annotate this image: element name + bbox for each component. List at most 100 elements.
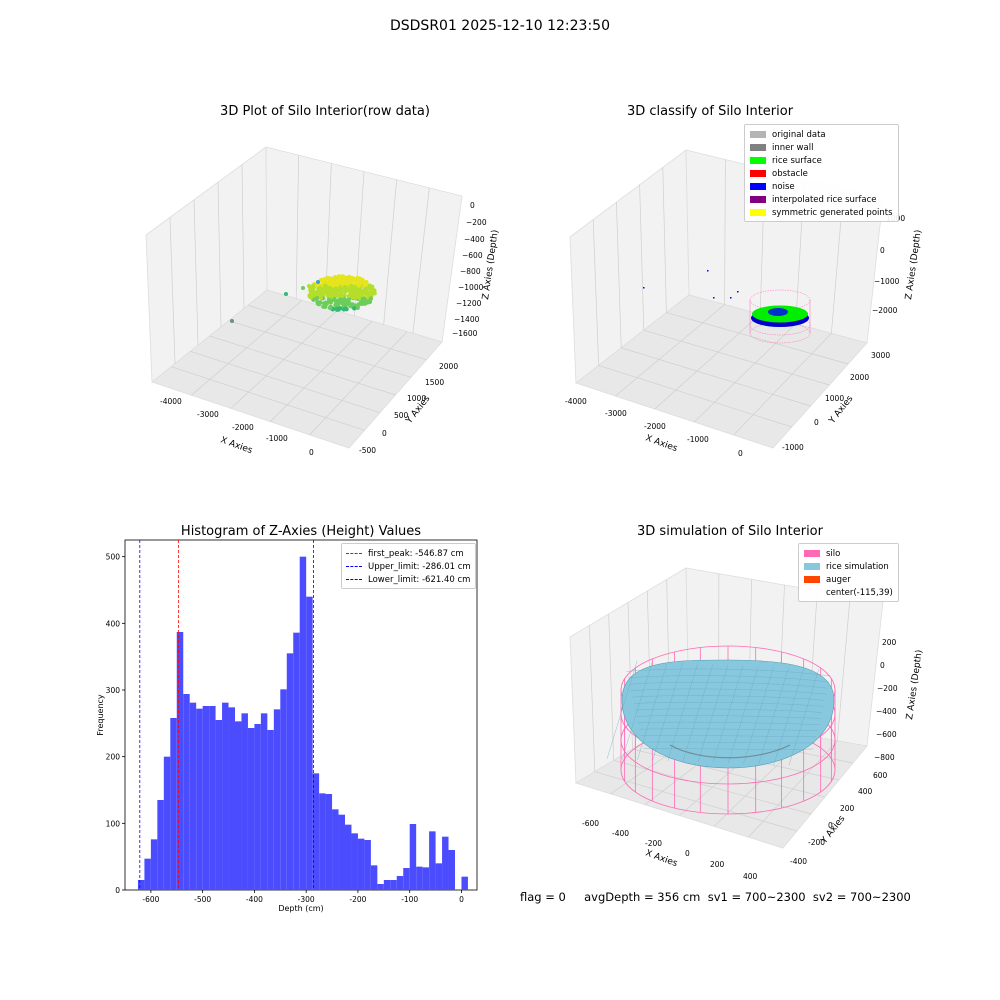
plot4-xlabel: X Axies — [644, 848, 679, 869]
legend-item: symmetric generated points — [750, 206, 893, 219]
plot4-xtick: -600 — [582, 819, 599, 828]
histogram-bar — [306, 596, 313, 890]
plot2-pane-floor — [575, 294, 868, 449]
histogram-bar — [241, 713, 248, 890]
histogram-bar — [247, 728, 255, 890]
legend-swatch — [750, 170, 766, 177]
legend-item: original data — [750, 128, 893, 141]
plot4-ytick: -200 — [808, 838, 825, 847]
plot4-xtick: 0 — [685, 849, 690, 858]
legend-swatch — [750, 209, 766, 216]
histogram-xtick: -100 — [401, 895, 418, 904]
plot4-xtick: 200 — [710, 860, 725, 869]
plot1-ztick: −1000 — [458, 283, 484, 292]
legend-label: silo — [826, 548, 841, 559]
histogram-bar — [299, 556, 307, 890]
legend-item: rice simulation — [804, 560, 893, 573]
histogram-bar — [215, 720, 223, 890]
legend-swatch — [804, 563, 820, 570]
plot2-legend: original data inner wall rice surface ob… — [744, 124, 899, 222]
plot2-ztick: −2000 — [872, 306, 898, 315]
plot2-ytick: 1000 — [825, 394, 844, 403]
plot4-zlabel: Z Axies (Depth) — [905, 649, 925, 720]
histogram-bar — [280, 689, 287, 890]
legend-label: inner wall — [772, 142, 814, 153]
legend-label: rice surface — [772, 155, 822, 166]
histogram-bar — [370, 865, 378, 890]
plot2-xtick: -4000 — [565, 397, 587, 406]
histogram-bar — [338, 814, 345, 890]
histogram-xtick: 0 — [459, 895, 464, 904]
legend-swatch — [804, 589, 820, 596]
plot4-xtick: -200 — [645, 839, 662, 848]
histogram-bar — [325, 794, 333, 890]
legend-label: original data — [772, 129, 826, 140]
legend-item: rice surface — [750, 154, 893, 167]
legend-label: Upper_limit: -286.01 cm — [368, 561, 471, 572]
legend-label: Lower_limit: -621.40 cm — [368, 574, 471, 585]
histogram-bar — [377, 884, 384, 890]
plot2-zlabel: Z Axies (Depth) — [904, 229, 924, 300]
histogram-bar — [137, 880, 145, 890]
histogram-bar — [163, 756, 171, 890]
histogram-bar — [209, 706, 216, 890]
plot2-xtick: -3000 — [605, 409, 627, 418]
plot2-ytick: -1000 — [782, 443, 804, 452]
plot4-ytick: 200 — [840, 804, 855, 813]
histogram-bar — [416, 866, 423, 890]
plot2-xtick: -2000 — [644, 422, 666, 431]
plot3-title: Histogram of Z-Axies (Height) Values — [180, 524, 422, 539]
histogram-bar — [422, 867, 430, 890]
legend-item: first_peak: -546.87 cm — [346, 547, 471, 560]
plot4-xtick: 400 — [743, 872, 758, 881]
histogram-bar — [150, 839, 158, 890]
plot4-title: 3D simulation of Silo Interior — [637, 524, 823, 539]
legend-item: silo — [804, 547, 893, 560]
legend-label: center(-115,39) — [826, 587, 893, 598]
plot2-xtick: 0 — [738, 449, 743, 458]
plot1-ztick: −400 — [464, 235, 485, 244]
histogram-bar — [189, 702, 197, 890]
plot2-ytick: 3000 — [871, 351, 890, 360]
plot4-xtick: -400 — [612, 829, 629, 838]
plot1-xtick: 0 — [309, 448, 314, 457]
plot4-ytick: 600 — [873, 771, 888, 780]
histogram-bar — [448, 850, 455, 890]
histogram-bar — [183, 694, 190, 890]
histogram-bar — [461, 876, 468, 890]
plot1-ztick: −1200 — [456, 299, 482, 308]
histogram-bar — [312, 773, 320, 890]
plot4-axes: -600 -400 -200 0 200 400 -400 -200 0 200… — [569, 567, 925, 881]
plot4-ytick: -400 — [790, 857, 807, 866]
plot3-axes: -600 -500 -400 -300 -200 -100 0 0 100 200 300 400 5… — [96, 539, 478, 913]
plot1-ztick: −600 — [462, 251, 483, 260]
plot2-xlabel: X Axies — [644, 433, 679, 454]
plot1-ytick: 500 — [394, 411, 409, 420]
histogram-bar — [254, 724, 261, 890]
plot1-xlabel: X Axies — [219, 435, 254, 456]
histogram-bar — [260, 713, 268, 890]
legend-swatch — [750, 196, 766, 203]
histogram-bar — [144, 858, 151, 890]
histogram-bar — [202, 706, 210, 890]
legend-label: first_peak: -546.87 cm — [368, 548, 464, 559]
legend-item: noise — [750, 180, 893, 193]
histogram-ytick: 500 — [106, 553, 121, 562]
histogram-bar — [345, 824, 352, 890]
histogram-bar — [332, 809, 339, 890]
plot4-ytick: 0 — [828, 821, 833, 830]
plot2-ytick: 2000 — [850, 373, 869, 382]
plot2-ytick: 0 — [814, 418, 819, 427]
histogram-ytick: 400 — [106, 619, 121, 628]
plot1-ztick: −1400 — [454, 315, 480, 324]
histogram-bar — [403, 868, 410, 890]
plot4-ztick: 0 — [880, 661, 885, 670]
plot4-ylabel: Y Axies — [819, 814, 848, 847]
plot3-xlabel: Depth (cm) — [278, 904, 323, 913]
legend-label: rice simulation — [826, 561, 889, 572]
histogram-bar — [364, 840, 371, 890]
histogram-ytick: 300 — [106, 686, 121, 695]
legend-item: interpolated rice surface — [750, 193, 893, 206]
legend-item: obstacle — [750, 167, 893, 180]
histogram-bar — [319, 793, 326, 890]
